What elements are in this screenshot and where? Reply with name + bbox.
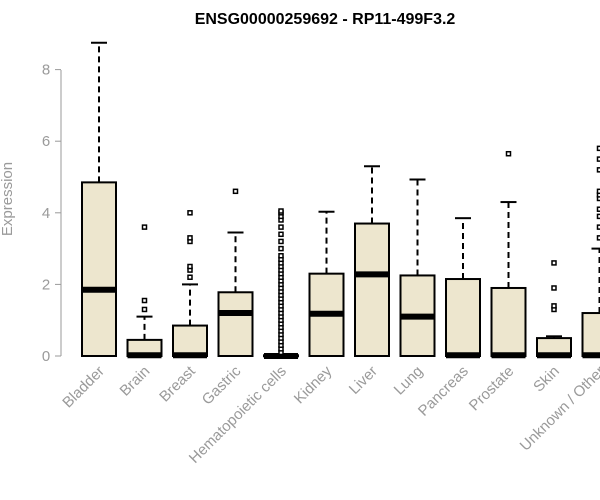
- box: [445, 278, 481, 357]
- y-tick-label: 2: [42, 276, 50, 293]
- box-group: [263, 208, 299, 359]
- x-tick-label: Breast: [156, 362, 199, 405]
- box-group: [217, 188, 254, 357]
- box-group: [126, 224, 163, 359]
- box-group: [399, 178, 436, 358]
- y-axis-ticks: 0 2 4 6 8: [42, 62, 61, 365]
- x-tick-label: Brain: [117, 363, 154, 400]
- outlier-point: [232, 188, 239, 195]
- outlier-point: [278, 224, 284, 230]
- outlier-point: [278, 208, 284, 214]
- box: [490, 286, 527, 358]
- outlier-point: [141, 297, 148, 304]
- outlier-point: [551, 260, 557, 266]
- outlier-point: [278, 238, 284, 245]
- outlier-point: [278, 231, 284, 238]
- outlier-point: [278, 253, 284, 259]
- outlier-point: [187, 274, 193, 280]
- box-group: [445, 217, 481, 359]
- outlier-point: [187, 210, 193, 216]
- y-tick-label: 6: [42, 133, 50, 150]
- y-tick-label: 8: [42, 62, 50, 79]
- x-tick-label: Pancreas: [415, 363, 472, 420]
- box-group: [354, 165, 390, 357]
- x-tick-label: Liver: [346, 363, 381, 398]
- box-group: [581, 145, 600, 359]
- box-group: [81, 41, 117, 357]
- outlier-point: [141, 224, 148, 230]
- outlier-point: [505, 150, 512, 157]
- box-group: [536, 260, 572, 359]
- x-tick-label: Bladder: [59, 363, 108, 412]
- outlier-point: [187, 235, 193, 241]
- box: [354, 222, 390, 357]
- box-series: [81, 41, 600, 359]
- box: [81, 181, 117, 357]
- box: [172, 324, 208, 358]
- x-tick-label: Lung: [391, 363, 427, 399]
- outlier-point: [141, 306, 148, 313]
- outlier-point: [551, 303, 557, 309]
- box-group: [308, 210, 345, 357]
- outlier-point: [551, 285, 557, 291]
- box-group: [172, 210, 208, 359]
- outlier-point: [187, 263, 193, 270]
- y-axis-label: Expression: [0, 162, 16, 236]
- y-tick-label: 0: [42, 348, 50, 365]
- y-tick-label: 4: [42, 205, 50, 222]
- x-tick-label: Skin: [530, 363, 563, 396]
- box: [217, 291, 254, 357]
- x-tick-label: Kidney: [291, 362, 336, 407]
- x-tick-label: Prostate: [466, 363, 518, 415]
- chart-title: ENSG00000259692 - RP11-499F3.2: [195, 11, 456, 28]
- box: [581, 312, 600, 358]
- box-group: [490, 150, 527, 359]
- outlier-point: [278, 245, 284, 252]
